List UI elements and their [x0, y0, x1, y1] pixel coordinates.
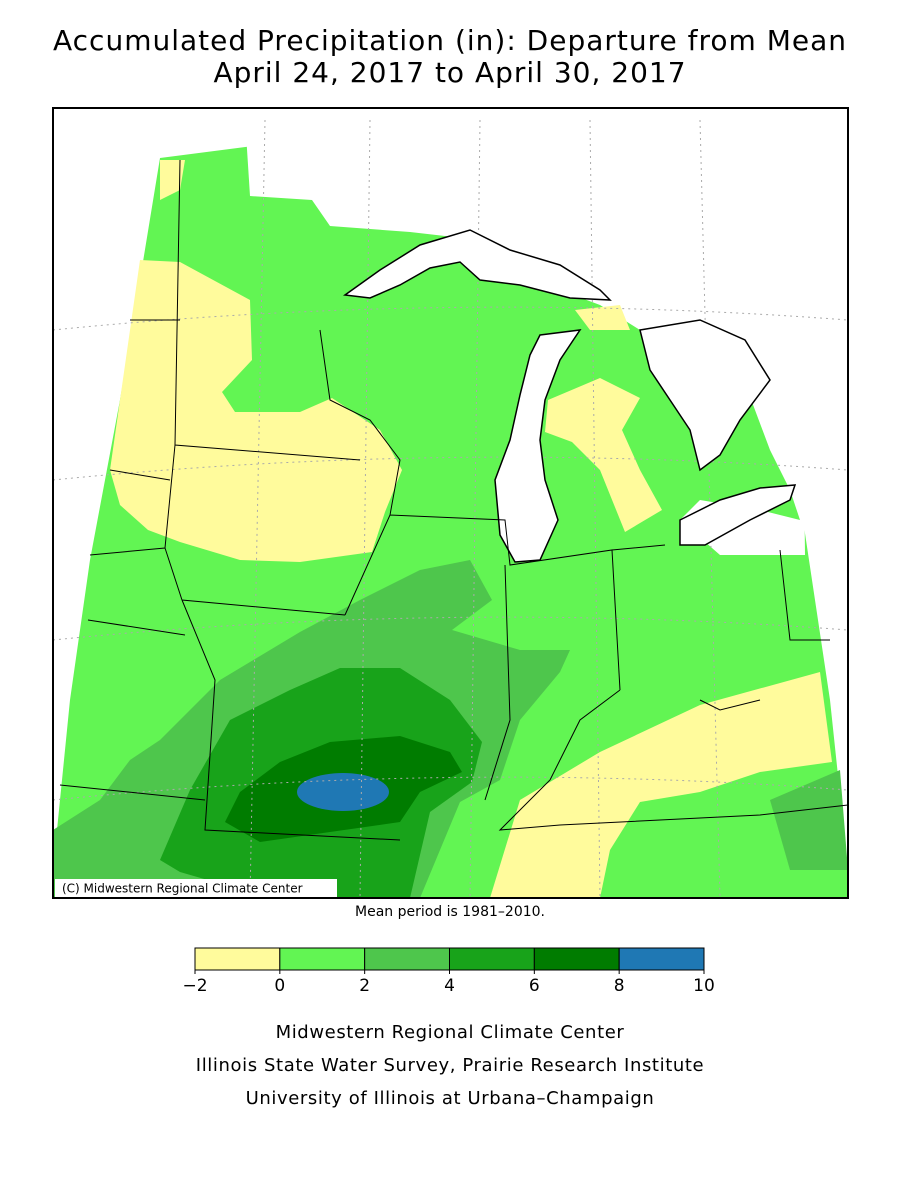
region	[160, 160, 185, 200]
legend-swatch	[618, 947, 705, 971]
footer-line: University of Illinois at Urbana–Champai…	[246, 1088, 655, 1109]
legend-label: 8	[614, 976, 625, 996]
region	[770, 770, 848, 870]
region	[545, 378, 662, 532]
legend-swatch	[449, 947, 535, 971]
copyright: (C) Midwestern Regional Climate Center	[62, 882, 303, 896]
legend-swatch	[279, 947, 366, 971]
title: Accumulated Precipitation (in): Departur…	[53, 24, 847, 57]
lake-superior	[342, 229, 612, 301]
region	[297, 773, 389, 811]
legend-label: 4	[444, 976, 455, 996]
region	[110, 260, 402, 562]
state-line	[59, 159, 848, 841]
region	[575, 305, 630, 330]
footer-line: Midwestern Regional Climate Center	[276, 1022, 625, 1043]
lake-erie	[679, 484, 797, 546]
legend: −2 0 2 4 6 8 10	[182, 947, 715, 996]
lake-huron	[639, 319, 771, 472]
legend-label: −2	[182, 976, 207, 996]
map	[53, 118, 848, 898]
subtitle: April 24, 2017 to April 30, 2017	[213, 56, 686, 89]
legend-label: 6	[529, 976, 540, 996]
legend-label: 2	[359, 976, 370, 996]
note: Mean period is 1981–2010.	[355, 904, 545, 920]
canada	[245, 118, 805, 555]
legend-label: 0	[274, 976, 285, 996]
legend-swatch	[194, 947, 281, 971]
region	[490, 672, 832, 898]
footer-line: Illinois State Water Survey, Prairie Res…	[196, 1055, 704, 1076]
legend-swatch	[364, 947, 450, 971]
legend-label: 10	[693, 976, 715, 996]
map-frame	[52, 107, 849, 899]
lake-michigan	[494, 329, 582, 563]
legend-swatch	[533, 947, 620, 971]
copyright-box	[55, 879, 337, 897]
